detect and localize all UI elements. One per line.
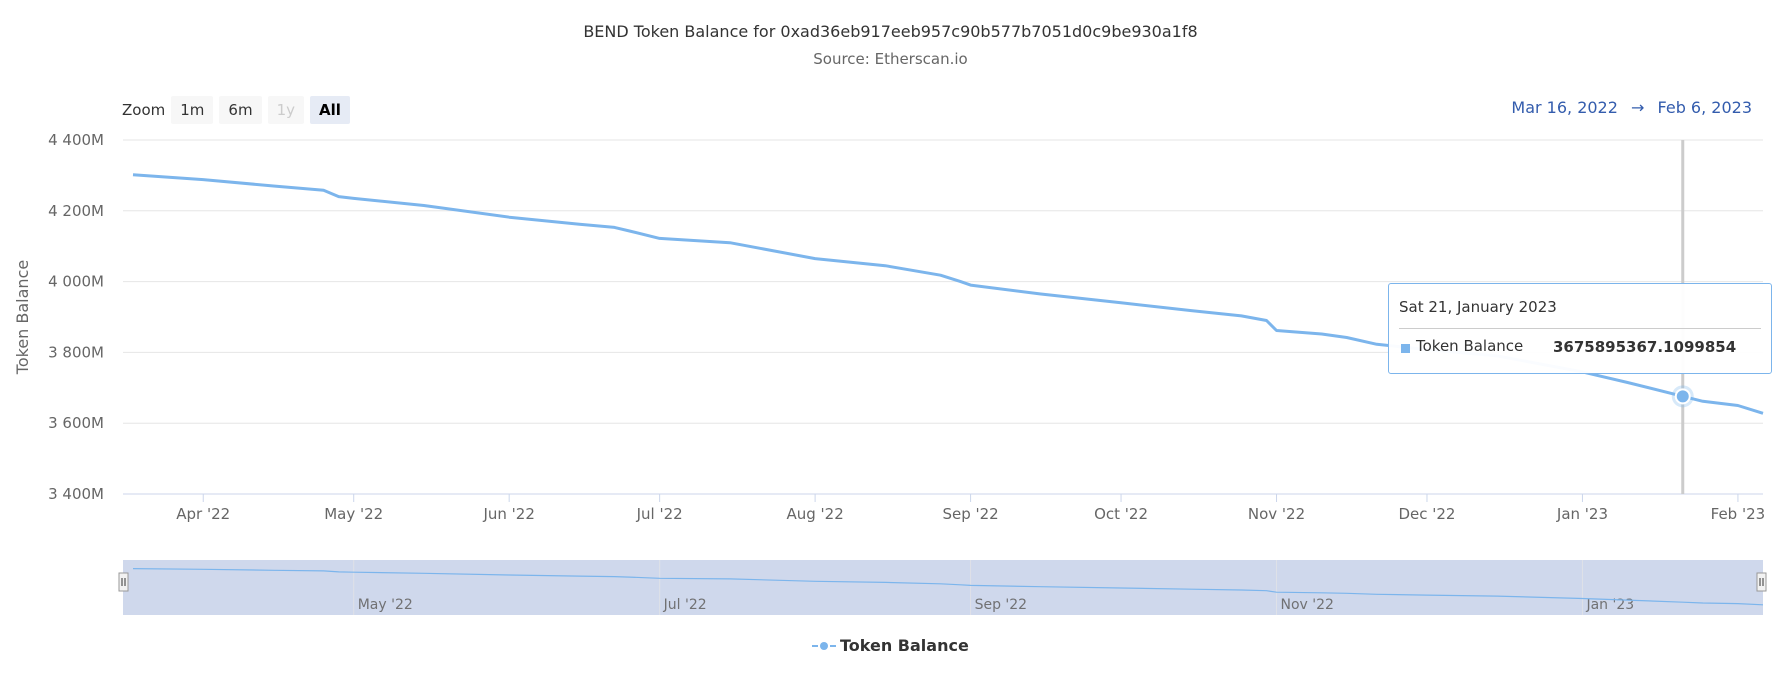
x-tick-label: Jun '22: [482, 505, 534, 523]
navigator-tick-label: Jul '22: [663, 597, 707, 613]
x-tick-label: Nov '22: [1248, 505, 1305, 523]
tooltip-series-marker: [1401, 344, 1410, 353]
legend-item-token-balance[interactable]: Token Balance: [812, 636, 969, 655]
chart-subtitle: Source: Etherscan.io: [813, 50, 968, 68]
y-axis: 3 400M 3 600M 3 800M 4 000M 4 200M 4 400M: [48, 131, 104, 503]
hover-point[interactable]: [1674, 388, 1691, 405]
zoom-label: Zoom: [122, 101, 166, 119]
tooltip-series-name: Token Balance: [1416, 337, 1524, 355]
y-tick-label: 3 400M: [48, 485, 104, 503]
x-tick-label: Dec '22: [1398, 505, 1455, 523]
y-tick-label: 4 400M: [48, 131, 104, 149]
navigator-grid: May '22 Jul '22 Sep '22 Nov '22 Jan '23: [353, 560, 1634, 615]
navigator-handle-left[interactable]: [118, 572, 129, 592]
navigator-tick-label: Sep '22: [975, 597, 1028, 613]
zoom-all-button[interactable]: All: [309, 96, 350, 124]
y-tick-label: 3 800M: [48, 343, 104, 361]
x-tick-label: Apr '22: [176, 505, 230, 523]
tooltip-value: 3675895367.1099854: [1553, 338, 1737, 356]
chart-title: BEND Token Balance for 0xad36eb917eeb957…: [583, 22, 1198, 41]
tooltip-date: Sat 21, January 2023: [1399, 298, 1557, 316]
date-range: Mar 16, 2022 → Feb 6, 2023: [1507, 98, 1756, 117]
zoom-selector: Zoom 1m 6m 1y All: [122, 96, 356, 124]
navigator[interactable]: May '22 Jul '22 Sep '22 Nov '22 Jan '23: [118, 560, 1767, 615]
navigator-tick-label: May '22: [358, 597, 413, 613]
x-tick-label: Jan '23: [1556, 505, 1608, 523]
x-tick-label: Feb '23: [1711, 505, 1766, 523]
legend-symbol: [812, 639, 836, 653]
grid-lines: [123, 139, 1763, 424]
x-tick-label: May '22: [324, 505, 383, 523]
range-to-input[interactable]: Feb 6, 2023: [1657, 98, 1752, 117]
range-arrow: →: [1631, 98, 1645, 117]
tooltip-divider: [1399, 328, 1761, 329]
navigator-handle-right[interactable]: [1756, 572, 1767, 592]
x-tick-label: Jul '22: [636, 505, 683, 523]
navigator-tick-label: Nov '22: [1281, 597, 1334, 613]
y-tick-label: 3 600M: [48, 414, 104, 432]
x-tick-label: Sep '22: [942, 505, 998, 523]
zoom-1m-button[interactable]: 1m: [171, 96, 214, 124]
x-tick-label: Oct '22: [1094, 505, 1148, 523]
y-axis-title: Token Balance: [13, 260, 32, 375]
navigator-tick-label: Jan '23: [1585, 597, 1634, 613]
x-axis: Apr '22 May '22 Jun '22 Jul '22 Aug '22 Sep '…: [176, 494, 1765, 523]
navigator-series-line: [132, 568, 1764, 606]
tooltip: Sat 21, January 2023 Token Balance 36758…: [1388, 283, 1772, 374]
zoom-1y-button[interactable]: 1y: [267, 96, 304, 124]
navigator-mask[interactable]: [123, 560, 1763, 615]
zoom-6m-button[interactable]: 6m: [219, 96, 262, 124]
y-tick-label: 4 000M: [48, 273, 104, 291]
legend-label: Token Balance: [840, 636, 969, 655]
range-from-input[interactable]: Mar 16, 2022: [1511, 98, 1618, 117]
x-tick-label: Aug '22: [786, 505, 843, 523]
y-tick-label: 4 200M: [48, 202, 104, 220]
